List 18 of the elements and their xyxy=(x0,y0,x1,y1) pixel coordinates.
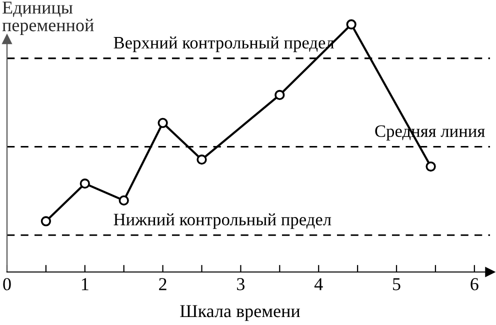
point xyxy=(158,118,168,128)
point xyxy=(346,19,356,30)
point xyxy=(426,161,436,172)
point xyxy=(80,178,90,189)
point xyxy=(118,195,129,206)
x-tick-label: 0 xyxy=(3,278,11,290)
ref-line-label: Нижний контрольный предел xyxy=(114,213,332,229)
x-tick-label: 4 xyxy=(314,278,323,290)
x-tick-label: 2 xyxy=(159,278,166,290)
x-tick-label: 6 xyxy=(470,278,478,290)
x-axis-title: Шкала времени xyxy=(180,305,300,321)
y-axis-title: Единицы переменной xyxy=(2,2,94,35)
x-tick-label: 5 xyxy=(393,278,400,290)
point xyxy=(40,216,52,226)
point xyxy=(196,154,207,165)
x-tick-label: 1 xyxy=(82,278,88,290)
x-tick-label: 3 xyxy=(237,278,245,290)
point xyxy=(274,90,285,100)
